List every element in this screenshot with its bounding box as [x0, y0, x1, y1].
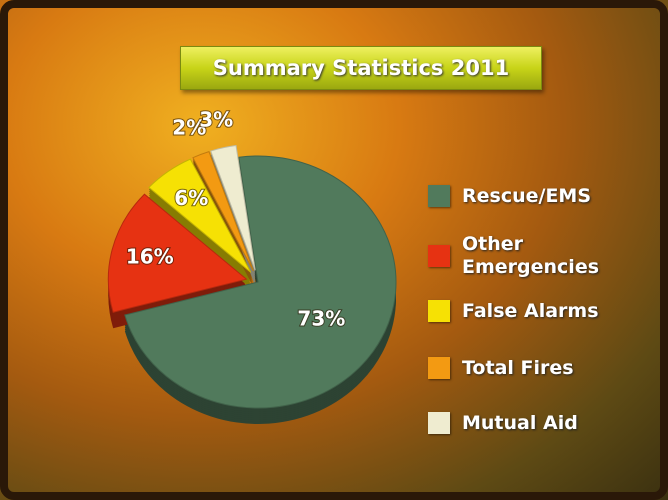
chart-title: Summary Statistics 2011	[180, 46, 542, 90]
pie-slice	[124, 155, 397, 409]
legend-label: False Alarms	[462, 299, 599, 322]
pie-slice	[107, 193, 248, 313]
legend-label: Other Emergencies	[462, 233, 600, 278]
data-label: 16%	[126, 244, 174, 268]
pie-slice	[192, 151, 254, 272]
legend-swatch	[428, 185, 450, 207]
legend-swatch	[428, 357, 450, 379]
data-label: 73%	[297, 307, 345, 331]
legend-item: False Alarms	[428, 300, 612, 323]
legend-label: Total Fires	[462, 356, 574, 379]
data-label: 2%	[172, 115, 206, 139]
pie-slice	[210, 144, 256, 271]
legend-swatch	[428, 412, 450, 434]
legend-item: Mutual Aid	[428, 412, 612, 435]
legend-item: Other Emergencies	[428, 233, 612, 279]
legend-item: Rescue/EMS	[428, 185, 612, 208]
legend-item: Total Fires	[428, 357, 612, 380]
data-label: 6%	[174, 186, 208, 210]
pie-slice	[148, 158, 252, 273]
data-label: 3%	[199, 107, 233, 131]
legend-label: Rescue/EMS	[462, 184, 592, 207]
legend-swatch	[428, 300, 450, 322]
legend-swatch	[428, 245, 450, 267]
legend-label: Mutual Aid	[462, 411, 578, 434]
